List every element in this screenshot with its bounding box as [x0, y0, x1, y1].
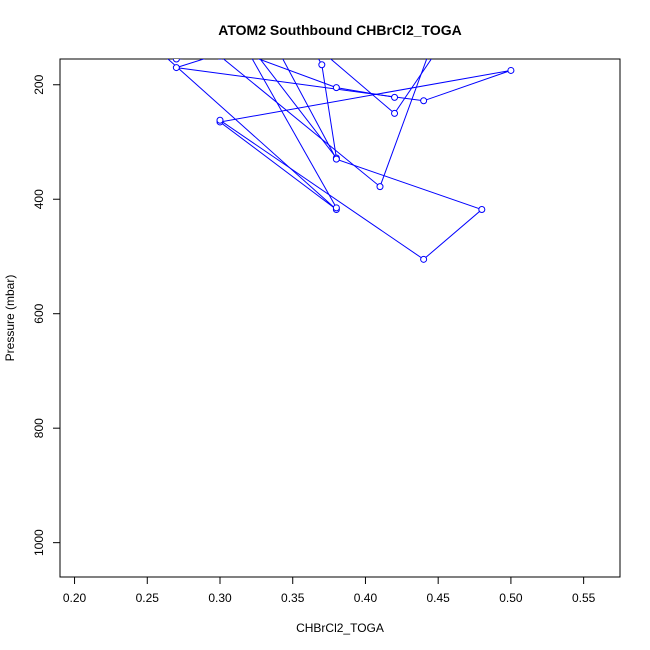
data-series: [216, 47, 486, 263]
y-tick-label: 800: [32, 418, 46, 438]
series-line: [251, 59, 337, 209]
data-point: [216, 116, 224, 124]
data-point: [172, 64, 180, 72]
series-line: [167, 59, 512, 210]
y-axis: 200 400 600 800 1000: [32, 74, 61, 556]
y-tick-label: 600: [32, 303, 46, 323]
y-tick-label: 1000: [32, 529, 46, 556]
chart-title: ATOM2 Southbound CHBrCl2_TOGA: [218, 22, 461, 38]
y-axis-label: Pressure (mbar): [3, 275, 17, 362]
data-point: [332, 155, 340, 163]
x-tick-label: 0.50: [499, 591, 523, 605]
data-point: [275, 47, 281, 53]
plot-frame: [59, 58, 621, 578]
data-point: [391, 109, 399, 117]
data-point: [246, 42, 252, 48]
x-axis: 0.20 0.25 0.30 0.35 0.40 0.45 0.50 0.55: [63, 576, 596, 605]
data-point: [217, 42, 223, 48]
data-point: [420, 255, 428, 263]
x-tick-label: 0.45: [427, 591, 451, 605]
series-line: [219, 59, 483, 260]
data-point: [318, 61, 326, 69]
data-point: [332, 204, 340, 212]
x-tick-label: 0.35: [281, 591, 305, 605]
series-line: [176, 59, 428, 188]
data-point: [376, 183, 384, 191]
y-tick-label: 200: [32, 74, 46, 94]
x-tick-label: 0.30: [208, 591, 232, 605]
data-point: [391, 93, 399, 101]
data-point: [507, 66, 515, 74]
data-point: [217, 59, 223, 60]
data-point: [478, 206, 486, 214]
data-point: [420, 97, 428, 105]
series-line: [257, 59, 395, 98]
data-series: [217, 42, 399, 101]
data-series: [130, 25, 515, 214]
data-point: [332, 84, 340, 92]
y-tick-label: 400: [32, 189, 46, 209]
x-axis-label: CHBrCl2_TOGA: [296, 621, 384, 635]
x-tick-label: 0.40: [354, 591, 378, 605]
x-tick-label: 0.25: [136, 591, 160, 605]
x-tick-label: 0.20: [63, 591, 87, 605]
data-series: [172, 59, 428, 191]
x-tick-label: 0.55: [572, 591, 596, 605]
data-point: [172, 59, 180, 63]
data-series: [251, 59, 340, 212]
data-point: [130, 25, 136, 31]
series-layer: [130, 25, 515, 263]
